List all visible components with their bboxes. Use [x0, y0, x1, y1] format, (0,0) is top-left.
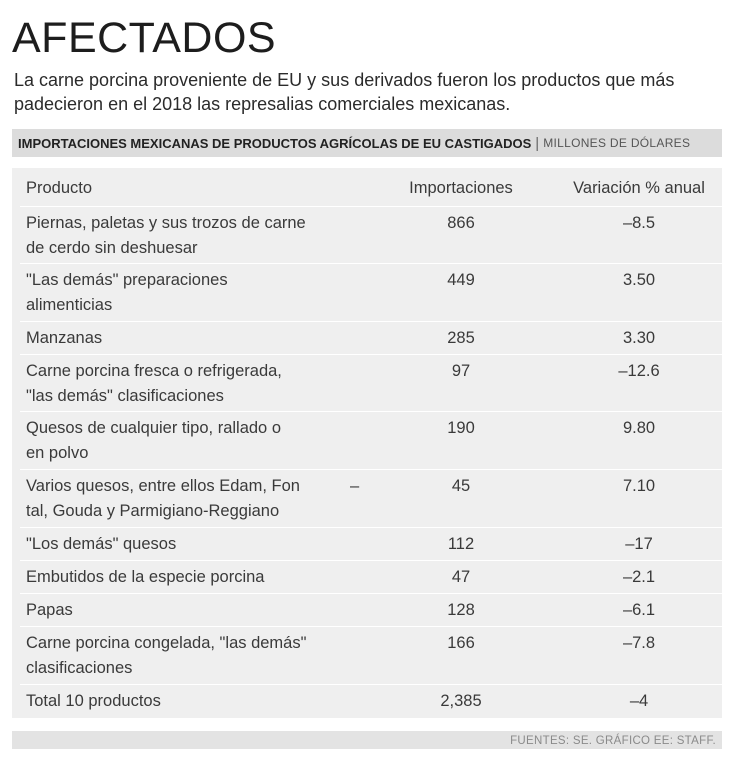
table-row: Carne porcina fresca o refrigerada, "las…: [20, 354, 730, 411]
header-imports: Importaciones: [409, 179, 513, 197]
table-row: "Los demás" quesos 112 –17: [20, 527, 730, 560]
source-credit: FUENTES: SE. GRÁFICO EE: STAFF.: [510, 735, 716, 747]
variation-value: –6.1: [622, 601, 656, 619]
header-variation: Variación % anual: [573, 179, 705, 197]
table-row: Quesos de cualquier tipo, rallado o en p…: [20, 411, 730, 469]
imports-value: 47: [451, 568, 471, 586]
variation-value: –12.6: [618, 362, 660, 380]
imports-value: 128: [447, 601, 475, 619]
imports-value: 112: [447, 535, 475, 553]
total-label: Total 10 productos: [26, 692, 161, 710]
total-variation: –4: [629, 692, 649, 710]
table-unit: MILLONES DE DÓLARES: [543, 136, 691, 150]
table-header-row: Producto Importaciones Variación % anual: [20, 176, 730, 208]
footer-bar: FUENTES: SE. GRÁFICO EE: STAFF.: [12, 731, 722, 749]
product-line-2: "las demás" clasificaciones: [26, 387, 224, 405]
product-line-1: Carne porcina fresca o refrigerada,: [26, 362, 282, 380]
table-row: Papas 128 –6.1: [20, 593, 730, 626]
table-row: Embutidos de la especie porcina 47 –2.1: [20, 560, 730, 593]
product-line-1: Quesos de cualquier tipo, rallado o: [26, 419, 281, 437]
variation-value: 3.50: [622, 271, 656, 289]
imports-value: 166: [447, 634, 475, 652]
header-product: Producto: [26, 179, 93, 197]
table-caption-bar: IMPORTACIONES MEXICANAS DE PRODUCTOS AGR…: [12, 129, 722, 157]
imports-value: 190: [447, 419, 475, 437]
product-line-2: alimenticias: [26, 296, 113, 314]
table-row: "Las demás" preparaciones alimenticias 4…: [20, 263, 730, 321]
product-line-2: en polvo: [26, 444, 89, 462]
page-title: AFECTADOS: [12, 14, 277, 62]
imports-value: 285: [447, 329, 475, 347]
product-line-2: de cerdo sin deshuesar: [26, 239, 198, 257]
product-line-1: Piernas, paletas y sus trozos de carne: [26, 214, 306, 232]
variation-value: 9.80: [622, 419, 656, 437]
table-row: Manzanas 285 3.30: [20, 321, 730, 354]
variation-value: –2.1: [622, 568, 656, 586]
product-line-1: "Los demás" quesos: [26, 535, 177, 553]
hyphen-mark: –: [350, 477, 360, 495]
total-imports: 2,385: [440, 692, 482, 710]
product-line-1: Carne porcina congelada, "las demás": [26, 634, 307, 652]
table-caption: IMPORTACIONES MEXICANAS DE PRODUCTOS AGR…: [18, 135, 532, 151]
imports-value: 866: [447, 214, 475, 232]
product-line-1: Embutidos de la especie porcina: [26, 568, 265, 586]
table-total-row: Total 10 productos 2,385 –4: [20, 684, 730, 719]
product-line-2: clasificaciones: [26, 659, 133, 677]
product-line-1: "Las demás" preparaciones: [26, 271, 228, 289]
caption-separator: |: [535, 134, 540, 152]
imports-value: 45: [451, 477, 471, 495]
table-row: Carne porcina congelada, "las demás" cla…: [20, 626, 730, 684]
product-line-1: Varios quesos, entre ellos Edam, Fon: [26, 477, 300, 495]
data-table: Producto Importaciones Variación % anual…: [12, 168, 730, 718]
product-line-1: Papas: [26, 601, 73, 619]
variation-value: –8.5: [622, 214, 656, 232]
table-row: Varios quesos, entre ellos Edam, Fon tal…: [20, 469, 730, 527]
table-row: Piernas, paletas y sus trozos de carne d…: [20, 206, 730, 263]
product-line-2: tal, Gouda y Parmigiano-Reggiano: [26, 502, 280, 520]
variation-value: 3.30: [622, 329, 656, 347]
variation-value: –17: [625, 535, 653, 553]
imports-value: 449: [447, 271, 475, 289]
imports-value: 97: [451, 362, 471, 380]
variation-value: –7.8: [622, 634, 656, 652]
variation-value: 7.10: [622, 477, 656, 495]
subtitle: La carne porcina proveniente de EU y sus…: [14, 70, 675, 114]
product-line-1: Manzanas: [26, 329, 103, 347]
